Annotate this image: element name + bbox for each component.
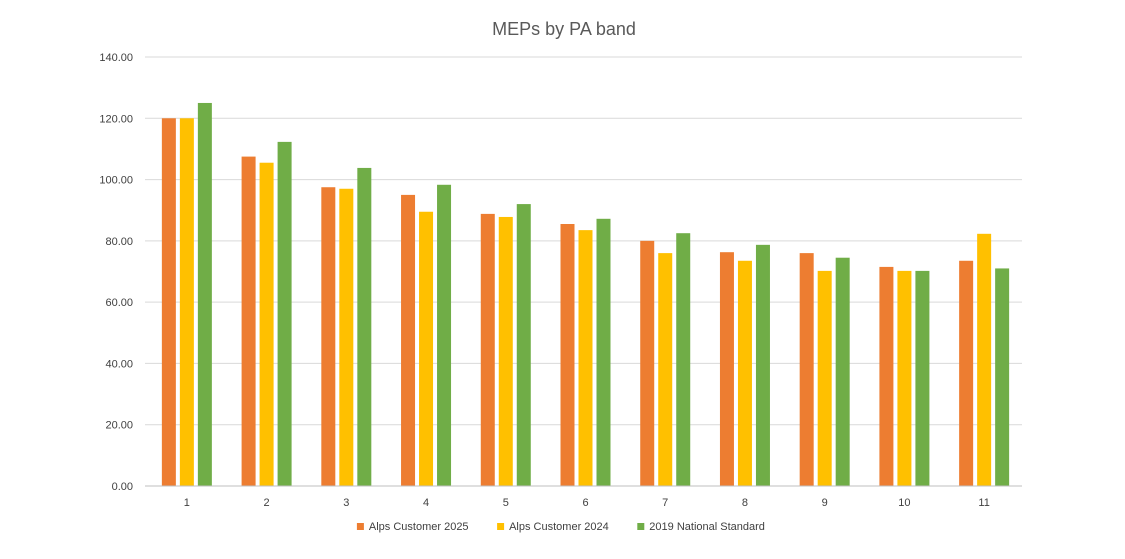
bar-alps-customer-2025-11	[959, 260, 974, 486]
y-tick-label: 80.00	[105, 236, 133, 248]
bar-alps-customer-2024-3	[339, 188, 354, 486]
y-tick-label: 40.00	[105, 358, 133, 370]
chart-title: MEPs by PA band	[492, 19, 636, 39]
bar-alps-customer-2025-4	[401, 194, 416, 486]
bar-2019-national-standard-9	[835, 257, 850, 486]
bar-2019-national-standard-6	[596, 218, 611, 486]
y-tick-label: 20.00	[105, 420, 133, 432]
x-tick-label: 2	[264, 497, 270, 509]
legend-label: Alps Customer 2024	[509, 521, 609, 533]
bar-alps-customer-2024-6	[578, 230, 593, 486]
legend-item: Alps Customer 2025	[356, 521, 469, 533]
bar-alps-customer-2025-3	[321, 187, 336, 486]
bar-alps-customer-2024-8	[737, 260, 752, 486]
x-tick-label: 5	[503, 497, 509, 509]
bar-alps-customer-2025-1	[161, 118, 176, 487]
x-tick-label: 3	[343, 497, 349, 509]
x-tick-label: 8	[742, 497, 748, 509]
bar-2019-national-standard-10	[915, 270, 930, 486]
bar-2019-national-standard-2	[277, 141, 292, 486]
bar-alps-customer-2024-5	[498, 216, 513, 486]
bar-alps-customer-2025-10	[879, 266, 894, 486]
bar-alps-customer-2025-6	[560, 224, 575, 486]
x-tick-label: 9	[822, 497, 828, 509]
bar-alps-customer-2024-1	[179, 118, 194, 487]
bar-2019-national-standard-8	[755, 244, 770, 486]
bar-alps-customer-2024-11	[977, 233, 992, 486]
bar-alps-customer-2025-7	[640, 240, 655, 486]
bar-alps-customer-2025-8	[719, 252, 734, 486]
legend-swatch	[497, 523, 505, 530]
x-tick-label: 11	[978, 497, 989, 509]
bar-2019-national-standard-7	[676, 233, 691, 486]
bar-alps-customer-2025-2	[241, 156, 256, 486]
legend-item: Alps Customer 2024	[497, 521, 609, 533]
legend-label: 2019 National Standard	[649, 521, 765, 533]
x-tick-label: 4	[423, 497, 429, 509]
y-tick-label: 100.00	[99, 175, 133, 187]
bar-alps-customer-2024-2	[259, 162, 274, 487]
bar-alps-customer-2024-7	[658, 253, 673, 486]
bar-alps-customer-2025-5	[480, 213, 495, 487]
legend-item: 2019 National Standard	[637, 521, 765, 533]
y-tick-label: 140.00	[99, 52, 133, 64]
bar-2019-national-standard-1	[197, 102, 212, 486]
y-tick-label: 0.00	[112, 481, 133, 493]
legend-swatch	[356, 523, 364, 530]
bar-alps-customer-2025-9	[799, 253, 814, 486]
x-tick-label: 10	[898, 497, 910, 509]
y-tick-label: 120.00	[99, 113, 133, 125]
y-tick-label: 60.00	[105, 297, 133, 309]
bars	[161, 102, 1010, 487]
legend-label: Alps Customer 2025	[369, 521, 469, 533]
y-axis-tick-labels: 0.00 20.00 40.00 60.00 80.00 100.00 120.00 140.…	[99, 52, 133, 493]
bar-alps-customer-2024-4	[419, 211, 434, 486]
bar-alps-customer-2024-9	[817, 270, 832, 486]
bar-2019-national-standard-11	[995, 268, 1010, 486]
bar-2019-national-standard-3	[357, 167, 372, 487]
x-tick-label: 7	[662, 497, 668, 509]
bar-alps-customer-2024-10	[897, 270, 912, 486]
bar-2019-national-standard-5	[516, 204, 531, 487]
x-tick-label: 6	[582, 497, 588, 509]
legend: Alps Customer 2025 Alps Customer 2024 2019…	[356, 521, 765, 533]
x-tick-label: 1	[184, 497, 190, 509]
bar-2019-national-standard-4	[437, 184, 452, 487]
x-axis-tick-labels: 1 2 3 4 5 6 7 8 9 10 11	[184, 497, 990, 509]
legend-swatch	[637, 523, 645, 530]
